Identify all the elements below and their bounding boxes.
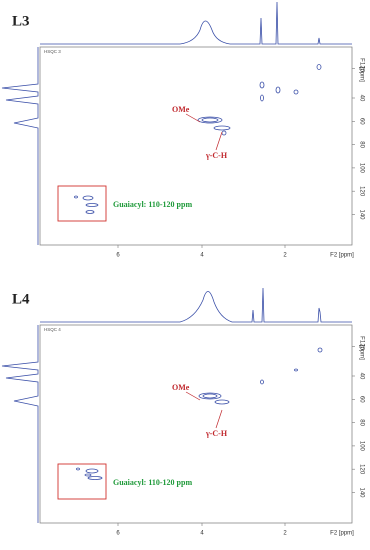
x-tick-label: 6 xyxy=(116,531,120,537)
y-tick-label: 40 xyxy=(358,373,364,380)
contour xyxy=(85,203,99,207)
x-axis-title: F2 [ppm] xyxy=(330,253,354,259)
spectrum-frame xyxy=(39,324,353,524)
annotation-gamma: γ-C-H xyxy=(205,151,228,160)
leader-line xyxy=(185,113,201,123)
top-projection xyxy=(40,287,352,323)
y-tick-label: 120 xyxy=(358,186,364,197)
experiment-label: HSQC 3 xyxy=(44,49,61,54)
contour xyxy=(293,89,299,95)
contour xyxy=(201,117,219,123)
x-tick-label: 2 xyxy=(283,531,287,537)
contour xyxy=(198,392,222,400)
x-tick-label: 6 xyxy=(116,253,120,259)
x-tick-label: 2 xyxy=(283,253,287,259)
y-tick-label: 80 xyxy=(358,141,364,148)
y-tick-label: 20 xyxy=(358,65,364,72)
left-projection xyxy=(1,325,39,523)
y-tick-label: 60 xyxy=(358,118,364,125)
annotation-ome: OMe xyxy=(172,105,190,114)
contour xyxy=(85,210,95,214)
y-tick-label: 40 xyxy=(358,95,364,102)
contour xyxy=(76,467,80,471)
y-tick-label: 140 xyxy=(358,209,364,220)
contour xyxy=(316,64,322,70)
contour xyxy=(82,195,94,201)
leader-line xyxy=(215,409,223,429)
contour xyxy=(214,399,230,405)
y-tick-label: 100 xyxy=(358,163,364,174)
highlight-box xyxy=(57,185,107,222)
contour xyxy=(197,116,223,124)
contour xyxy=(74,195,78,199)
leader-line xyxy=(215,131,223,151)
contour xyxy=(275,86,281,94)
panel-label: L4 xyxy=(12,291,30,307)
panel-label: L3 xyxy=(12,13,30,29)
contour xyxy=(260,94,264,102)
annotation-guaiacyl: Guaiacyl: 110-120 ppm xyxy=(113,478,192,487)
contour xyxy=(213,125,231,131)
highlight-box xyxy=(57,463,107,500)
y-tick-label: 60 xyxy=(358,396,364,403)
contour xyxy=(202,393,218,399)
contour xyxy=(85,468,99,474)
y-tick-label: 80 xyxy=(358,419,364,426)
top-projection xyxy=(40,1,352,45)
y-tick-label: 20 xyxy=(358,343,364,350)
contour xyxy=(87,476,103,480)
y-tick-label: 140 xyxy=(358,487,364,498)
x-tick-label: 4 xyxy=(200,253,204,259)
left-projection xyxy=(1,47,39,245)
annotation-ome: OMe xyxy=(172,383,190,392)
contour xyxy=(294,368,298,372)
contour xyxy=(260,379,264,385)
experiment-label: HSQC 4 xyxy=(44,327,61,332)
contour xyxy=(317,347,323,353)
spectrum-frame xyxy=(39,46,353,246)
y-axis-title: F1 [ppm] xyxy=(358,58,364,82)
y-tick-label: 100 xyxy=(358,441,364,452)
spectrum-panel: L3 HSQC 3 OMe γ-C-H Guaiacyl: 110-120 ppm 6 4 2… xyxy=(1,1,364,259)
leader-line xyxy=(185,391,201,401)
contour xyxy=(221,130,227,136)
spectrum-panel: L4 HSQC 4 OMe γ-C-H Guaiacyl: 110-120 ppm 6 4 2… xyxy=(1,287,364,537)
contour xyxy=(259,81,265,89)
contour xyxy=(84,473,92,477)
y-tick-label: 120 xyxy=(358,464,364,475)
annotation-guaiacyl: Guaiacyl: 110-120 ppm xyxy=(113,200,192,209)
x-axis-title: F2 [ppm] xyxy=(330,531,354,537)
y-axis-title: F1 [ppm] xyxy=(358,336,364,360)
annotation-gamma: γ-C-H xyxy=(205,429,228,438)
x-tick-label: 4 xyxy=(200,531,204,537)
